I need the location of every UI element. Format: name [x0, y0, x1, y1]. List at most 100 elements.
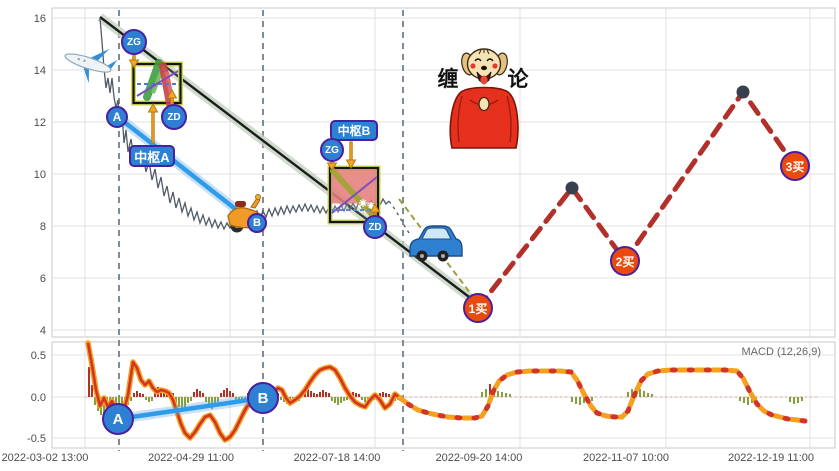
macd-histogram-bar — [793, 397, 795, 404]
macd-histogram-bar — [591, 397, 593, 401]
point-a-label-macd: A — [112, 410, 124, 428]
macd-histogram-bar — [801, 397, 803, 401]
macd-histogram-bar — [184, 397, 186, 407]
y-axis-tick-label: 10 — [34, 169, 46, 181]
dog-hair — [478, 49, 490, 55]
macd-y-tick-label: 0.5 — [31, 350, 46, 362]
macd-histogram-bar — [579, 397, 581, 405]
buy2-badge: 2买 — [610, 246, 640, 276]
car-window — [421, 227, 452, 240]
dog-nose — [481, 65, 487, 71]
macd-histogram-bar — [226, 388, 228, 397]
macd-histogram-bar — [346, 397, 348, 400]
buy1-badge: 1买 — [463, 293, 493, 323]
macd-histogram-bar — [94, 397, 96, 405]
point-b-label-main: B — [253, 217, 261, 229]
zhongshu-a-tag: 中枢A — [129, 145, 175, 167]
macd-histogram-bar — [160, 390, 162, 397]
macd-histogram-bar — [196, 389, 198, 397]
dea-line-dashed — [397, 367, 808, 424]
box-a-green-stroke — [143, 59, 163, 101]
macd-histogram-bar — [319, 392, 321, 397]
macd-histogram-bar — [747, 397, 749, 405]
zhongshu-b-tag: 中枢B — [330, 120, 378, 141]
x-axis-tick-label: 2022-09-20 14:00 — [436, 452, 523, 464]
zd-badge-a: ZD — [161, 104, 187, 130]
chan-character: 缠 — [438, 67, 459, 91]
car-hub — [420, 254, 424, 258]
macd-histogram-bar — [235, 397, 237, 401]
macd-histogram-bar — [334, 397, 336, 403]
y-axis-tick-label: 4 — [40, 325, 46, 337]
point-a-badge-main: A — [106, 106, 128, 128]
macd-histogram-bar — [743, 397, 745, 403]
dea-line — [86, 342, 401, 442]
dog-blush — [492, 63, 498, 69]
zhongshu-b-box — [327, 165, 381, 225]
macd-histogram-bar — [325, 392, 327, 397]
x-axis-tick-label: 2022-11-07 10:00 — [583, 452, 669, 464]
sparkle-icon — [359, 199, 367, 207]
point-b-badge-macd: B — [247, 382, 279, 414]
macd-histogram-bar — [313, 393, 315, 397]
macd-histogram-bar — [280, 397, 282, 400]
macd-histogram-bar — [163, 392, 165, 397]
macd-histogram-bar — [316, 394, 318, 397]
macd-histogram-bar — [355, 393, 357, 397]
airplane-icon — [64, 48, 118, 84]
segment-ab-line — [115, 114, 255, 225]
box-b-purple-line — [331, 176, 378, 214]
dog-tongue — [480, 75, 488, 85]
macd-histogram-bar — [358, 394, 360, 397]
dog-eye — [486, 58, 494, 62]
y-axis-tick-label: 6 — [40, 273, 46, 285]
buy1-label: 1买 — [468, 301, 488, 316]
macd-histogram-bar — [208, 397, 210, 405]
macd-histogram-bar — [352, 392, 354, 397]
zd-badge-b-label: ZD — [368, 221, 382, 233]
macd-histogram-bar — [739, 397, 741, 401]
macd-histogram-bar — [211, 397, 213, 409]
macd-histogram-bar — [187, 397, 189, 403]
dog-meme: 缠 论 — [438, 48, 530, 149]
price-panel-border — [51, 7, 836, 338]
macd-histogram-bar — [388, 394, 390, 397]
macd-histogram-bar — [343, 397, 345, 401]
y-axis-tick-label: 16 — [34, 13, 46, 25]
macd-histogram-bar — [88, 367, 90, 397]
car-body — [409, 225, 463, 257]
macd-histogram-bar — [639, 389, 641, 397]
y-axis-tick-label: 14 — [34, 65, 46, 77]
y-axis-tick-label: 12 — [34, 117, 46, 129]
macd-histogram-bar — [181, 397, 183, 411]
macd-histogram-bar — [178, 397, 180, 407]
zhongshu-a-text: 中枢A — [134, 149, 170, 165]
buy3-label: 3买 — [785, 159, 805, 174]
macd-histogram-bar — [385, 393, 387, 397]
macd-histogram-bar — [151, 397, 153, 401]
arrow-down-zhongshu-b — [345, 141, 357, 170]
macd-histogram-bar — [631, 389, 633, 397]
zd-badge-b: ZD — [363, 215, 387, 239]
dog-blush — [470, 63, 476, 69]
macd-histogram-bar — [136, 391, 138, 397]
zg-badge-b: ZG — [320, 138, 344, 162]
macd-histogram-bar — [485, 389, 487, 397]
x-axis-tick-label: 2022-07-18 14:00 — [294, 452, 381, 464]
zigzag-peak-dot — [565, 181, 579, 195]
macd-histogram-bar — [103, 397, 105, 419]
macd-histogram-bar — [148, 397, 150, 402]
macd-histogram-bar — [139, 393, 141, 397]
macd-histogram-bar — [121, 397, 123, 405]
dog-hands — [478, 96, 490, 112]
macd-histogram-bar — [379, 393, 381, 397]
y-axis-tick-label: 8 — [40, 221, 46, 233]
macd-histogram-bar — [229, 391, 231, 397]
macd-histogram-bar — [220, 393, 222, 397]
macd-histogram-bar — [364, 397, 366, 402]
macd-histogram-bar — [627, 392, 629, 397]
airplane-body — [64, 53, 112, 73]
point-b-label-macd: B — [257, 389, 269, 407]
